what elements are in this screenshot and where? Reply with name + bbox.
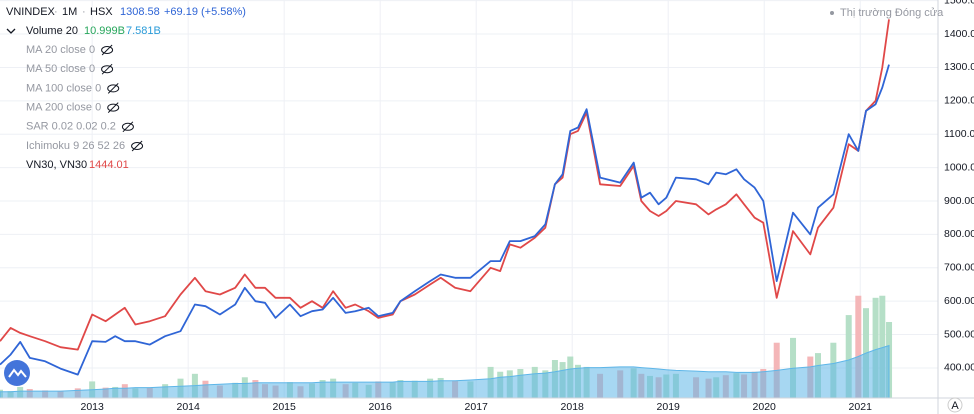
- y-tick-label: 1300.00: [944, 61, 974, 73]
- hidden-icon-slash: [122, 121, 134, 133]
- collapse-icon[interactable]: [6, 28, 16, 34]
- exchange: HSX: [90, 6, 113, 18]
- volume-last: 10.999B: [84, 25, 125, 37]
- x-tick-label: 2014: [176, 401, 200, 413]
- volume-ma-area: [0, 344, 890, 399]
- price-line: [0, 64, 890, 376]
- y-tick-label: 1100.00: [944, 128, 974, 140]
- indicator-label: MA 200 close 0: [26, 102, 101, 114]
- indicator-label: Ichimoku 9 26 52 26: [26, 140, 125, 152]
- status-dot: [830, 11, 834, 15]
- compare-last: 1444.01: [89, 159, 129, 171]
- last-price: 1308.58: [120, 6, 160, 18]
- price-line: [0, 19, 890, 351]
- y-tick-label: 1200.00: [944, 95, 974, 107]
- y-tick-label: 1500.00: [944, 0, 974, 6]
- y-tick-label: 500.00: [944, 328, 974, 340]
- legend: VNINDEX 1M HSX · · 1308.58 +69.19 (+5.58…: [6, 6, 944, 171]
- x-tick-label: 2015: [273, 401, 297, 413]
- y-tick-label: 1000.00: [944, 161, 974, 173]
- indicator-label: MA 100 close 0: [26, 82, 101, 94]
- hidden-icon[interactable]: [107, 84, 120, 93]
- x-tick-label: 2019: [657, 401, 681, 413]
- grid: [0, 0, 938, 398]
- separator: ·: [54, 6, 58, 18]
- symbol: VNINDEX: [6, 6, 56, 18]
- indicator-label: MA 50 close 0: [26, 63, 95, 75]
- interval: 1M: [62, 6, 77, 18]
- y-tick-label: 600.00: [944, 295, 974, 307]
- y-tick-label: 1400.00: [944, 28, 974, 40]
- volume-ma-last: 7.581B: [126, 25, 161, 37]
- volume-name: Volume 20: [26, 25, 78, 37]
- market-status: Thị trường Đóng cửa: [840, 7, 944, 19]
- hidden-icon-slash: [131, 140, 143, 152]
- y-tick-label: 400.00: [944, 362, 974, 374]
- x-tick-label: 2020: [753, 401, 777, 413]
- auto-scale-label[interactable]: A: [951, 400, 959, 412]
- volume-bar: [872, 297, 879, 398]
- x-tick-label: 2021: [849, 401, 873, 413]
- hidden-icon-slash: [101, 63, 113, 75]
- logo: [4, 360, 30, 386]
- hidden-icon[interactable]: [101, 46, 114, 54]
- y-tick-label: 700.00: [944, 262, 974, 274]
- y-tick-label: 900.00: [944, 195, 974, 207]
- y-tick-label: 800.00: [944, 228, 974, 240]
- volume-bar: [845, 315, 852, 398]
- volume-bar: [879, 295, 886, 398]
- price-change: +69.19 (+5.58%): [164, 6, 246, 18]
- hidden-icon[interactable]: [121, 122, 134, 131]
- x-tick-label: 2013: [80, 401, 104, 413]
- hidden-icon[interactable]: [107, 103, 120, 112]
- x-tick-label: 2016: [369, 401, 393, 413]
- hidden-icon-slash: [107, 102, 119, 113]
- volume-pane: [0, 295, 893, 399]
- x-tick-label: 2017: [465, 401, 489, 413]
- hidden-icon-slash: [101, 44, 113, 56]
- hidden-icon[interactable]: [101, 65, 114, 74]
- x-tick-label: 2018: [561, 401, 585, 413]
- hidden-icon-slash: [107, 83, 119, 94]
- price-lines: [0, 19, 890, 376]
- volume-bar: [855, 295, 862, 398]
- auto-scale-button[interactable]: [947, 397, 963, 413]
- compare-name: VN30, VN30: [26, 159, 87, 171]
- indicator-label: SAR 0.02 0.02 0.2: [26, 121, 116, 133]
- hidden-icon[interactable]: [131, 142, 144, 150]
- indicator-label: MA 20 close 0: [26, 44, 95, 56]
- separator: ·: [82, 6, 86, 18]
